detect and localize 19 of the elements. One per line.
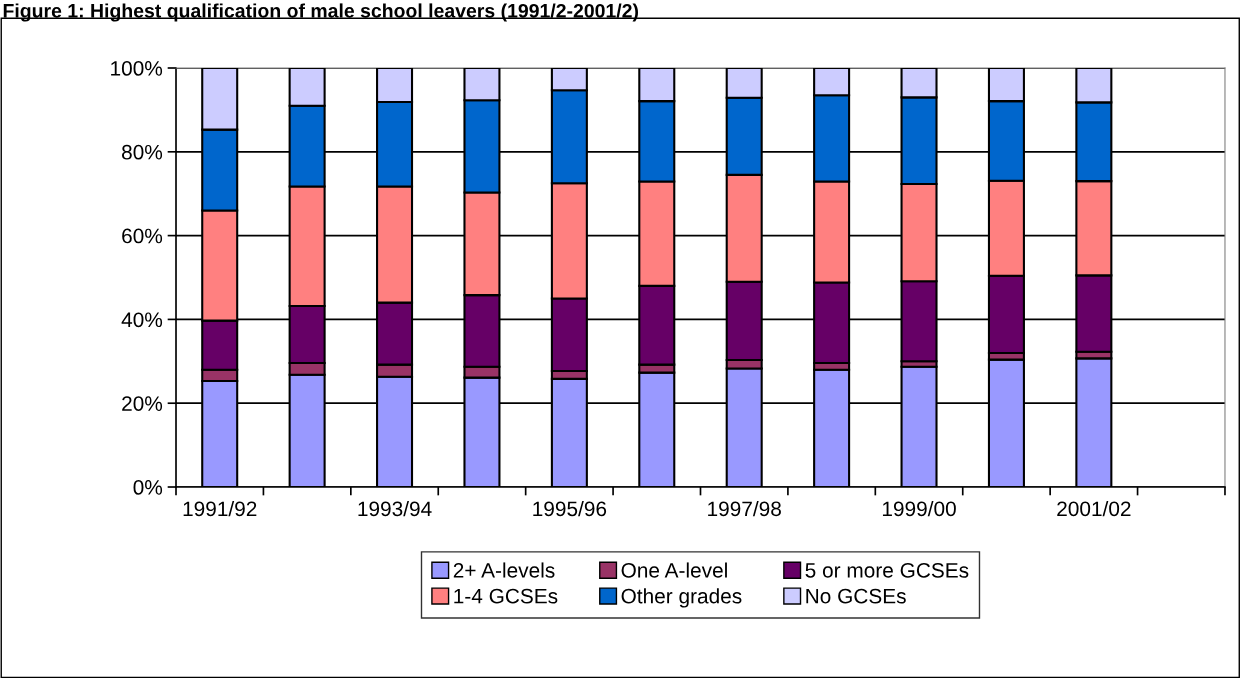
x-tick-label: 2001/02 [1057, 500, 1131, 517]
y-tick-label: 100% [111, 61, 163, 76]
legend-label: 2+ A-levels [453, 562, 555, 578]
legend-label: Other grades [621, 588, 742, 608]
y-tick-label: 20% [122, 396, 163, 411]
x-tick-label: 1997/98 [708, 500, 781, 517]
x-tick-label: 1999/00 [882, 500, 956, 517]
y-tick-label: 60% [122, 228, 163, 244]
y-tick-label: 80% [122, 144, 163, 160]
legend-label: One A-level [621, 562, 727, 578]
legend-label: 5 or more GCSEs [805, 562, 969, 578]
legend-label: No GCSEs [806, 588, 906, 604]
x-tick-label: 1993/94 [358, 500, 432, 517]
legend-label: 1-4 GCSEs [454, 588, 558, 604]
y-tick-label: 0% [133, 480, 163, 495]
x-tick-label: 1995/96 [533, 500, 607, 517]
chart-title: Figure 1: Highest qualification of male school leavers (1991/2-2001/2) [3, 3, 638, 22]
x-tick-label: 1991/92 [183, 500, 257, 517]
y-tick-label: 40% [121, 312, 163, 328]
